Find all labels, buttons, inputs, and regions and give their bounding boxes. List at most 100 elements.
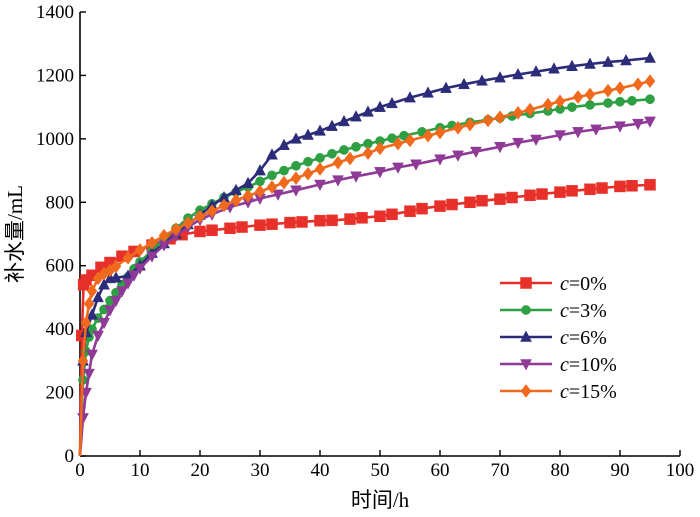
- data-point: [104, 305, 116, 317]
- data-point: [494, 71, 506, 83]
- data-point: [350, 171, 362, 183]
- data-point: [206, 204, 218, 219]
- data-point: [374, 167, 386, 179]
- x-tick-label: 60: [431, 460, 450, 481]
- x-tick-label: 20: [191, 460, 210, 481]
- data-point: [332, 155, 344, 170]
- data-point: [339, 145, 349, 155]
- data-point: [134, 263, 146, 275]
- legend-value: =15%: [569, 381, 617, 403]
- data-point: [603, 98, 613, 108]
- x-tick-label: 100: [666, 460, 695, 481]
- axes: 0 10 20 30 40 50 60 70 80 90 100020040060080010001…: [36, 2, 694, 481]
- y-tick-label: 400: [46, 319, 75, 340]
- data-point: [254, 164, 266, 176]
- data-point: [482, 113, 494, 128]
- data-point: [567, 102, 577, 112]
- legend-item: c=3%: [500, 300, 607, 322]
- data-point: [374, 210, 386, 222]
- y-tick-label: 200: [46, 383, 75, 404]
- data-point: [645, 94, 655, 105]
- data-point: [284, 216, 296, 229]
- data-point: [584, 183, 596, 196]
- x-tick-label: 30: [251, 460, 270, 481]
- x-tick-label: 90: [611, 460, 630, 481]
- data-point: [524, 189, 536, 202]
- data-point: [452, 150, 464, 162]
- data-point: [266, 218, 278, 230]
- data-point: [350, 110, 362, 122]
- data-point: [404, 205, 416, 217]
- data-point: [506, 191, 518, 204]
- data-point: [416, 202, 428, 215]
- data-point: [255, 176, 265, 187]
- data-point: [512, 137, 524, 150]
- data-point: [266, 148, 278, 160]
- data-point: [584, 87, 596, 102]
- data-point: [278, 175, 290, 190]
- data-point: [266, 180, 278, 194]
- data-point: [86, 284, 98, 298]
- legend-item: c=0%: [500, 273, 607, 295]
- x-axis-title: 时间/h: [351, 488, 410, 512]
- data-point: [194, 225, 206, 238]
- data-point: [554, 130, 566, 142]
- x-tick-label: 40: [311, 460, 330, 481]
- legend-item: c=15%: [500, 381, 617, 403]
- data-point: [134, 242, 146, 257]
- data-point: [344, 213, 356, 225]
- data-point: [116, 286, 128, 298]
- data-point: [644, 51, 656, 63]
- data-point: [446, 198, 458, 211]
- data-point: [302, 166, 314, 181]
- data-point: [476, 194, 488, 207]
- data-point: [236, 221, 248, 233]
- data-point: [554, 94, 566, 109]
- data-point: [314, 214, 326, 227]
- series-3: [77, 51, 656, 457]
- data-point: [83, 296, 95, 311]
- legend-marker: [520, 277, 532, 289]
- data-point: [146, 251, 158, 263]
- data-point: [77, 353, 89, 368]
- data-point: [494, 193, 506, 205]
- data-point: [458, 77, 470, 90]
- data-point: [542, 97, 554, 112]
- data-point: [254, 184, 266, 199]
- data-point: [86, 349, 98, 362]
- legend-marker: [520, 330, 532, 342]
- data-point: [218, 198, 230, 213]
- legend-label: c=3%: [560, 300, 607, 322]
- data-point: [422, 86, 434, 98]
- x-tick-label: 70: [491, 460, 510, 481]
- x-tick-label: 10: [131, 460, 150, 481]
- data-point: [86, 308, 98, 320]
- data-point: [470, 146, 482, 159]
- data-point: [314, 179, 326, 192]
- data-point: [338, 114, 350, 127]
- data-point: [110, 271, 122, 283]
- legend-var: c: [560, 273, 569, 295]
- x-tick-label: 80: [551, 460, 570, 481]
- data-point: [254, 219, 266, 231]
- data-point: [422, 128, 434, 143]
- data-point: [404, 133, 416, 148]
- data-point: [614, 81, 626, 96]
- data-point: [206, 224, 218, 236]
- data-point: [644, 116, 656, 128]
- legend-var: c: [560, 300, 569, 322]
- data-point: [584, 57, 596, 69]
- data-point: [303, 156, 313, 167]
- data-point: [158, 228, 170, 243]
- data-point: [590, 124, 602, 136]
- data-point: [128, 270, 140, 282]
- data-point: [434, 200, 446, 212]
- data-point: [494, 142, 506, 154]
- y-tick-label: 1200: [36, 65, 74, 86]
- data-point: [602, 55, 614, 67]
- data-point: [110, 259, 122, 274]
- legend-var: c: [560, 381, 569, 403]
- data-point: [476, 74, 488, 86]
- data-point: [627, 95, 637, 106]
